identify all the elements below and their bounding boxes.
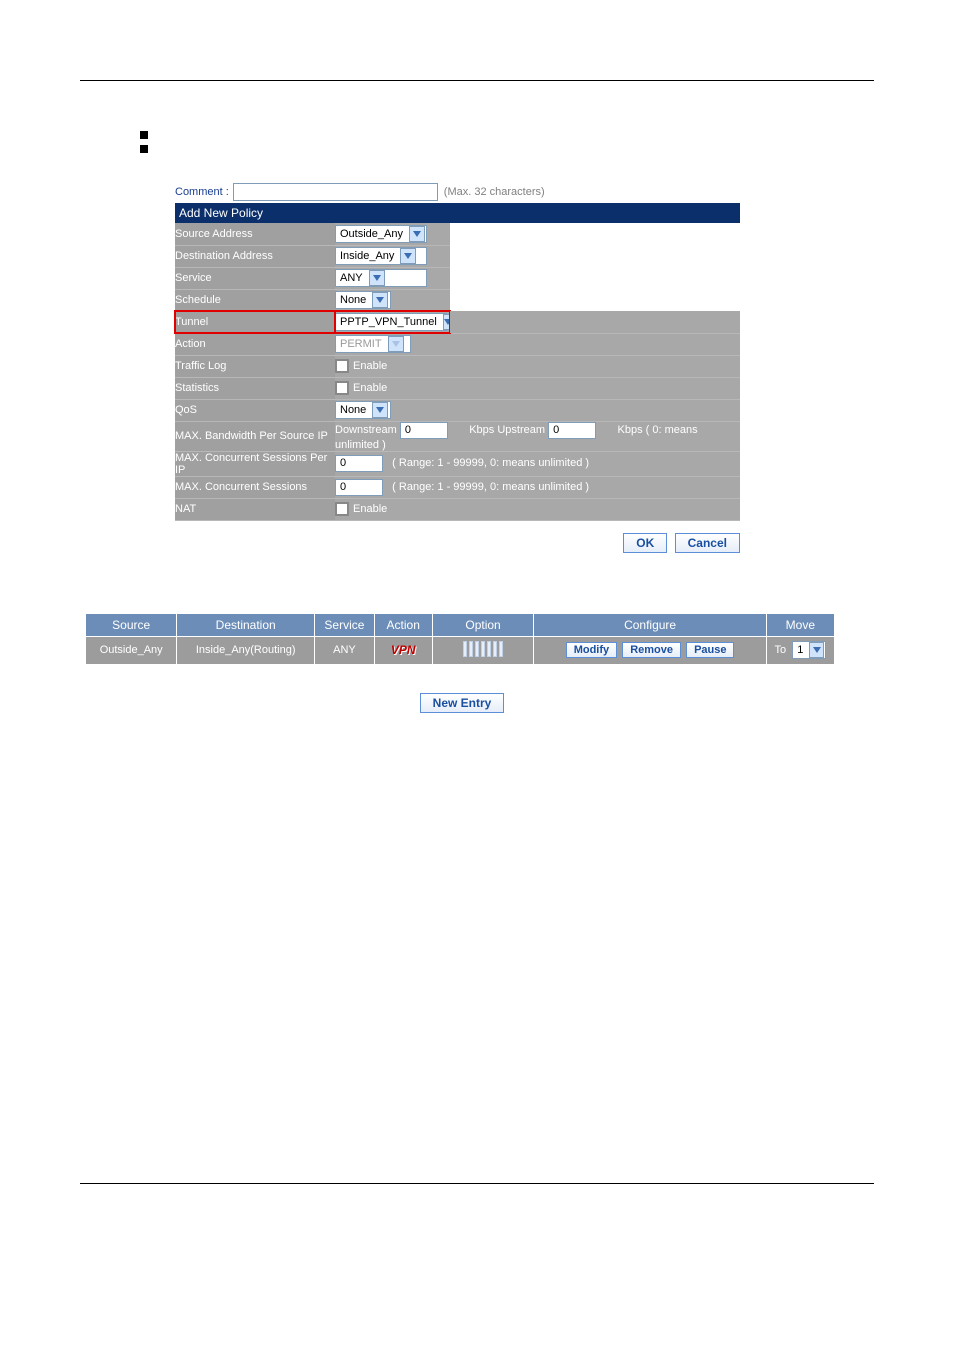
policy-table: Source Destination Service Action Option… <box>85 613 835 665</box>
label-bw: MAX. Bandwidth Per Source IP <box>175 421 335 451</box>
select-tunnel-value: PPTP_VPN_Tunnel <box>336 316 443 328</box>
vpn-icon: VPN <box>391 643 416 657</box>
label-source: Source Address <box>175 223 335 245</box>
label-schedule: Schedule <box>175 289 335 311</box>
cancel-button[interactable]: Cancel <box>675 533 740 553</box>
conc-ip-input[interactable]: 0 <box>335 455 383 472</box>
col-dest: Destination <box>177 614 314 636</box>
move-to-label: To <box>775 644 787 656</box>
select-source-value: Outside_Any <box>336 228 409 240</box>
bullet-icon <box>140 131 148 139</box>
bw-down-input[interactable]: 0 <box>400 422 448 439</box>
col-service: Service <box>315 614 374 636</box>
label-nat: NAT <box>175 498 335 520</box>
select-dest[interactable]: Inside_Any <box>335 247 427 265</box>
label-traffic: Traffic Log <box>175 355 335 377</box>
conc-range: ( Range: 1 - 99999, 0: means unlimited ) <box>392 481 589 493</box>
checkbox-traffic[interactable] <box>335 359 349 373</box>
col-configure: Configure <box>534 614 765 636</box>
checkbox-nat[interactable] <box>335 502 349 516</box>
stats-enable: Enable <box>353 382 387 394</box>
label-service: Service <box>175 267 335 289</box>
comment-max: (Max. 32 characters) <box>444 186 545 198</box>
col-source: Source <box>86 614 176 636</box>
bullet-list <box>140 131 874 153</box>
bottom-divider <box>80 1183 874 1184</box>
chevron-down-icon <box>388 336 404 352</box>
form-header: Add New Policy <box>175 203 740 223</box>
select-action: PERMIT <box>335 335 411 353</box>
chevron-down-icon <box>400 248 416 264</box>
option-icons <box>463 641 503 657</box>
cell-dest: Inside_Any(Routing) <box>177 637 314 664</box>
label-conc: MAX. Concurrent Sessions <box>175 476 335 498</box>
label-stats: Statistics <box>175 377 335 399</box>
new-entry-button[interactable]: New Entry <box>420 693 505 713</box>
select-move-value: 1 <box>793 644 809 656</box>
tunnel-spacer <box>450 311 740 333</box>
col-option: Option <box>433 614 534 636</box>
policy-form: Comment : (Max. 32 characters) Add New P… <box>175 183 740 553</box>
bullet-icon <box>140 145 148 153</box>
bw-mid-label: Kbps Upstream <box>469 424 545 436</box>
label-action: Action <box>175 333 335 355</box>
bw-down-label: Downstream <box>335 424 397 436</box>
table-row: Outside_Any Inside_Any(Routing) ANY VPN … <box>86 637 834 664</box>
modify-button[interactable]: Modify <box>566 642 617 658</box>
select-qos[interactable]: None <box>335 401 391 419</box>
traffic-enable: Enable <box>353 360 387 372</box>
checkbox-stats[interactable] <box>335 381 349 395</box>
conc-ip-range: ( Range: 1 - 99999, 0: means unlimited ) <box>392 457 589 469</box>
chevron-down-icon <box>409 226 425 242</box>
comment-input[interactable] <box>233 183 438 201</box>
col-move: Move <box>767 614 834 636</box>
chevron-down-icon <box>369 270 385 286</box>
select-schedule[interactable]: None <box>335 291 391 309</box>
select-action-value: PERMIT <box>336 338 388 350</box>
remove-button[interactable]: Remove <box>622 642 681 658</box>
pause-button[interactable]: Pause <box>686 642 734 658</box>
select-service-value: ANY <box>336 272 369 284</box>
select-source[interactable]: Outside_Any <box>335 225 427 243</box>
label-tunnel: Tunnel <box>175 311 335 333</box>
select-move[interactable]: 1 <box>792 641 826 659</box>
select-schedule-value: None <box>336 294 372 306</box>
label-conc-ip: MAX. Concurrent Sessions Per IP <box>175 451 335 476</box>
chevron-down-icon <box>372 402 388 418</box>
nat-enable: Enable <box>353 503 387 515</box>
cell-service: ANY <box>315 637 374 664</box>
conc-input[interactable]: 0 <box>335 479 383 496</box>
label-dest: Destination Address <box>175 245 335 267</box>
select-dest-value: Inside_Any <box>336 250 400 262</box>
chevron-down-icon <box>372 292 388 308</box>
select-tunnel[interactable]: PPTP_VPN_Tunnel <box>335 313 447 331</box>
select-service[interactable]: ANY <box>335 269 427 287</box>
cell-source: Outside_Any <box>86 637 176 664</box>
top-divider <box>80 80 874 81</box>
comment-label: Comment : <box>175 186 229 198</box>
bw-up-input[interactable]: 0 <box>548 422 596 439</box>
chevron-down-icon <box>809 642 824 658</box>
ok-button[interactable]: OK <box>623 533 667 553</box>
form-table: Source Address Outside_Any Destination A… <box>175 223 740 521</box>
col-action: Action <box>375 614 432 636</box>
label-qos: QoS <box>175 399 335 421</box>
select-qos-value: None <box>336 404 372 416</box>
